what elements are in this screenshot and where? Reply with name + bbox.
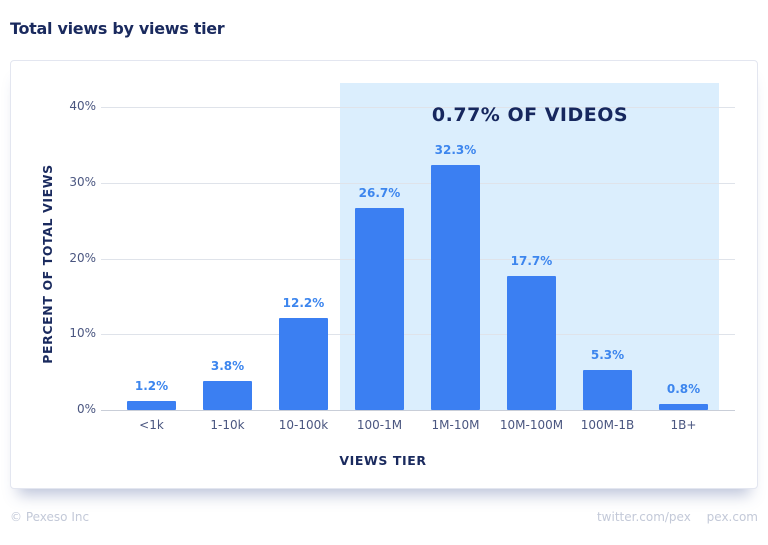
x-tick-label: 10-100k: [278, 418, 329, 432]
bar[interactable]: [203, 381, 252, 410]
chart-title: Total views by views tier: [10, 19, 225, 38]
gridline: [101, 410, 735, 411]
bar[interactable]: [583, 369, 632, 410]
bar[interactable]: [279, 317, 328, 410]
y-tick-label: 10%: [69, 326, 96, 340]
bar-value-label: 17.7%: [510, 253, 553, 268]
y-axis-label: PERCENT OF TOTAL VIEWS: [40, 164, 55, 364]
bar[interactable]: [507, 275, 556, 410]
bar-value-label: 12.2%: [282, 295, 325, 310]
bar[interactable]: [431, 165, 480, 410]
x-tick-label: 100M-1B: [580, 418, 635, 432]
x-tick-label: 1M-10M: [431, 418, 480, 432]
y-tick-label: 0%: [76, 402, 96, 416]
x-tick-label: 10M-100M: [499, 418, 564, 432]
gridline: [101, 183, 735, 184]
footer-links: twitter.com/pex pex.com: [585, 510, 758, 524]
x-tick-label: 1-10k: [210, 418, 245, 432]
bar[interactable]: [659, 403, 708, 410]
bar[interactable]: [127, 400, 176, 410]
website-link[interactable]: pex.com: [706, 510, 758, 524]
x-tick-label: 1B+: [670, 418, 697, 432]
gridline: [101, 107, 735, 108]
twitter-link[interactable]: twitter.com/pex: [596, 510, 691, 524]
bar-value-label: 0.8%: [666, 381, 701, 396]
y-tick-label: 20%: [69, 251, 96, 265]
gridline: [101, 334, 735, 335]
x-axis-label: VIEWS TIER: [339, 453, 427, 468]
bar-value-label: 32.3%: [434, 143, 477, 158]
x-tick-label: <1k: [139, 418, 164, 432]
x-tick-label: 100-1M: [356, 418, 403, 432]
bar-value-label: 5.3%: [590, 347, 625, 362]
bar-value-label: 3.8%: [210, 359, 245, 374]
gridline: [101, 259, 735, 260]
highlight-annotation: 0.77% OF VIDEOS: [431, 104, 629, 126]
bar-value-label: 1.2%: [134, 378, 169, 393]
bar-value-label: 26.7%: [358, 185, 401, 200]
y-tick-label: 40%: [69, 99, 96, 113]
copyright: © Pexeso Inc: [10, 510, 90, 524]
bar[interactable]: [355, 207, 404, 410]
y-tick-label: 30%: [69, 175, 96, 189]
